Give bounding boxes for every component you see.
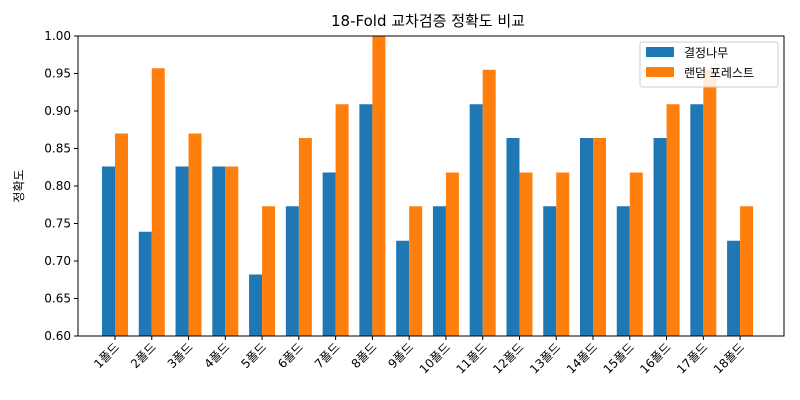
y-tick-label: 0.85 (44, 142, 71, 156)
x-tick-label: 6폴드 (275, 340, 306, 371)
y-tick-label: 0.90 (44, 104, 71, 118)
x-tick-label: 11폴드 (454, 340, 490, 376)
bar-random-forest-6 (298, 138, 312, 336)
x-tick-label: 3폴드 (165, 340, 196, 371)
bar-decision-tree-4 (212, 166, 226, 336)
bar-random-forest-17 (703, 69, 717, 336)
x-tick-label: 8폴드 (349, 340, 380, 371)
x-tick-label: 12폴드 (490, 340, 526, 376)
plot-frame (77, 35, 785, 337)
bar-random-forest-5 (262, 206, 276, 336)
legend-label: 랜덤 포레스트 (684, 66, 754, 80)
bar-decision-tree-7 (322, 172, 336, 336)
bar-decision-tree-14 (580, 138, 594, 336)
x-tick-label: 4폴드 (202, 340, 233, 371)
y-tick-label: 0.60 (44, 329, 71, 343)
bar-random-forest-14 (593, 138, 607, 336)
bar-random-forest-18 (740, 206, 754, 336)
y-tick-label: 0.65 (44, 292, 71, 306)
bar-random-forest-16 (666, 104, 680, 336)
bar-decision-tree-10 (432, 206, 446, 336)
bar-random-forest-2 (151, 68, 165, 336)
legend-box (639, 41, 779, 88)
bar-decision-tree-15 (616, 206, 630, 336)
y-tick-label: 0.95 (44, 67, 71, 81)
bar-random-forest-15 (629, 172, 643, 336)
bar-decision-tree-11 (469, 104, 483, 336)
bar-decision-tree-2 (138, 231, 152, 336)
bar-decision-tree-12 (506, 138, 520, 336)
x-tick-label: 10폴드 (417, 340, 453, 376)
x-tick-label: 17폴드 (674, 340, 710, 376)
y-tick-label: 0.75 (44, 217, 71, 231)
bar-decision-tree-18 (727, 240, 741, 336)
bar-decision-tree-16 (653, 138, 667, 336)
bar-random-forest-11 (482, 69, 496, 336)
y-tick-label: 0.70 (44, 254, 71, 268)
legend-swatch (646, 47, 674, 57)
bar-decision-tree-13 (543, 206, 557, 336)
bar-random-forest-4 (225, 166, 239, 336)
legend-label: 결정나무 (684, 46, 728, 60)
y-axis: 0.60 0.65 0.70 0.75 0.80 0.85 0.90 0.95 1.00 (44, 29, 78, 343)
bar-decision-tree-6 (285, 206, 299, 336)
y-tick-label: 1.00 (44, 29, 71, 43)
bar-random-forest-12 (519, 172, 533, 336)
bars-group (102, 36, 754, 336)
bar-decision-tree-9 (396, 240, 410, 336)
bar-decision-tree-3 (175, 166, 189, 336)
bar-random-forest-9 (409, 206, 423, 336)
x-tick-label: 15폴드 (601, 340, 637, 376)
bar-random-forest-1 (115, 133, 128, 336)
x-tick-label: 7폴드 (312, 340, 343, 371)
bar-decision-tree-1 (102, 166, 115, 336)
x-axis: 1폴드 2폴드 3폴드 4폴드 5폴드 6폴드 7폴드 8폴드 9폴드 10폴드 11폴드 12폴드 1… (91, 336, 747, 377)
y-axis-label: 정확도 (12, 169, 26, 202)
bar-random-forest-8 (372, 36, 386, 336)
legend-swatch (646, 67, 674, 77)
x-tick-label: 13폴드 (527, 340, 563, 376)
x-tick-label: 5폴드 (238, 340, 269, 371)
bar-random-forest-13 (556, 172, 570, 336)
x-tick-label: 1폴드 (91, 340, 122, 371)
bar-decision-tree-17 (690, 104, 704, 336)
bar-random-forest-10 (445, 172, 459, 336)
bar-random-forest-3 (188, 133, 202, 336)
x-tick-label: 9폴드 (385, 340, 416, 371)
chart-title: 18-Fold 교차검증 정확도 비교 (331, 12, 525, 30)
x-tick-label: 18폴드 (711, 340, 747, 376)
y-tick-label: 0.80 (44, 179, 71, 193)
x-tick-label: 14폴드 (564, 340, 600, 376)
bar-random-forest-7 (335, 104, 349, 336)
bar-decision-tree-8 (359, 104, 373, 336)
x-tick-label: 16폴드 (637, 340, 673, 376)
bar-decision-tree-5 (249, 274, 263, 336)
x-tick-label: 2폴드 (128, 340, 159, 371)
